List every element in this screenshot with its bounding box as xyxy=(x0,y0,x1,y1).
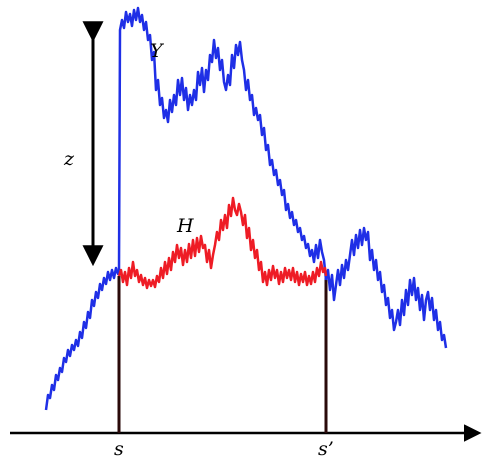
Y-label: Y xyxy=(150,40,165,62)
s-label: s xyxy=(114,438,124,458)
H-path xyxy=(117,196,328,290)
Y-path-right xyxy=(324,226,448,349)
Y-path-left xyxy=(44,266,121,411)
H-label: H xyxy=(176,215,194,237)
Y-path-main xyxy=(117,6,328,281)
s-prime-label: s’ xyxy=(318,438,334,458)
z-label: z xyxy=(63,148,75,170)
